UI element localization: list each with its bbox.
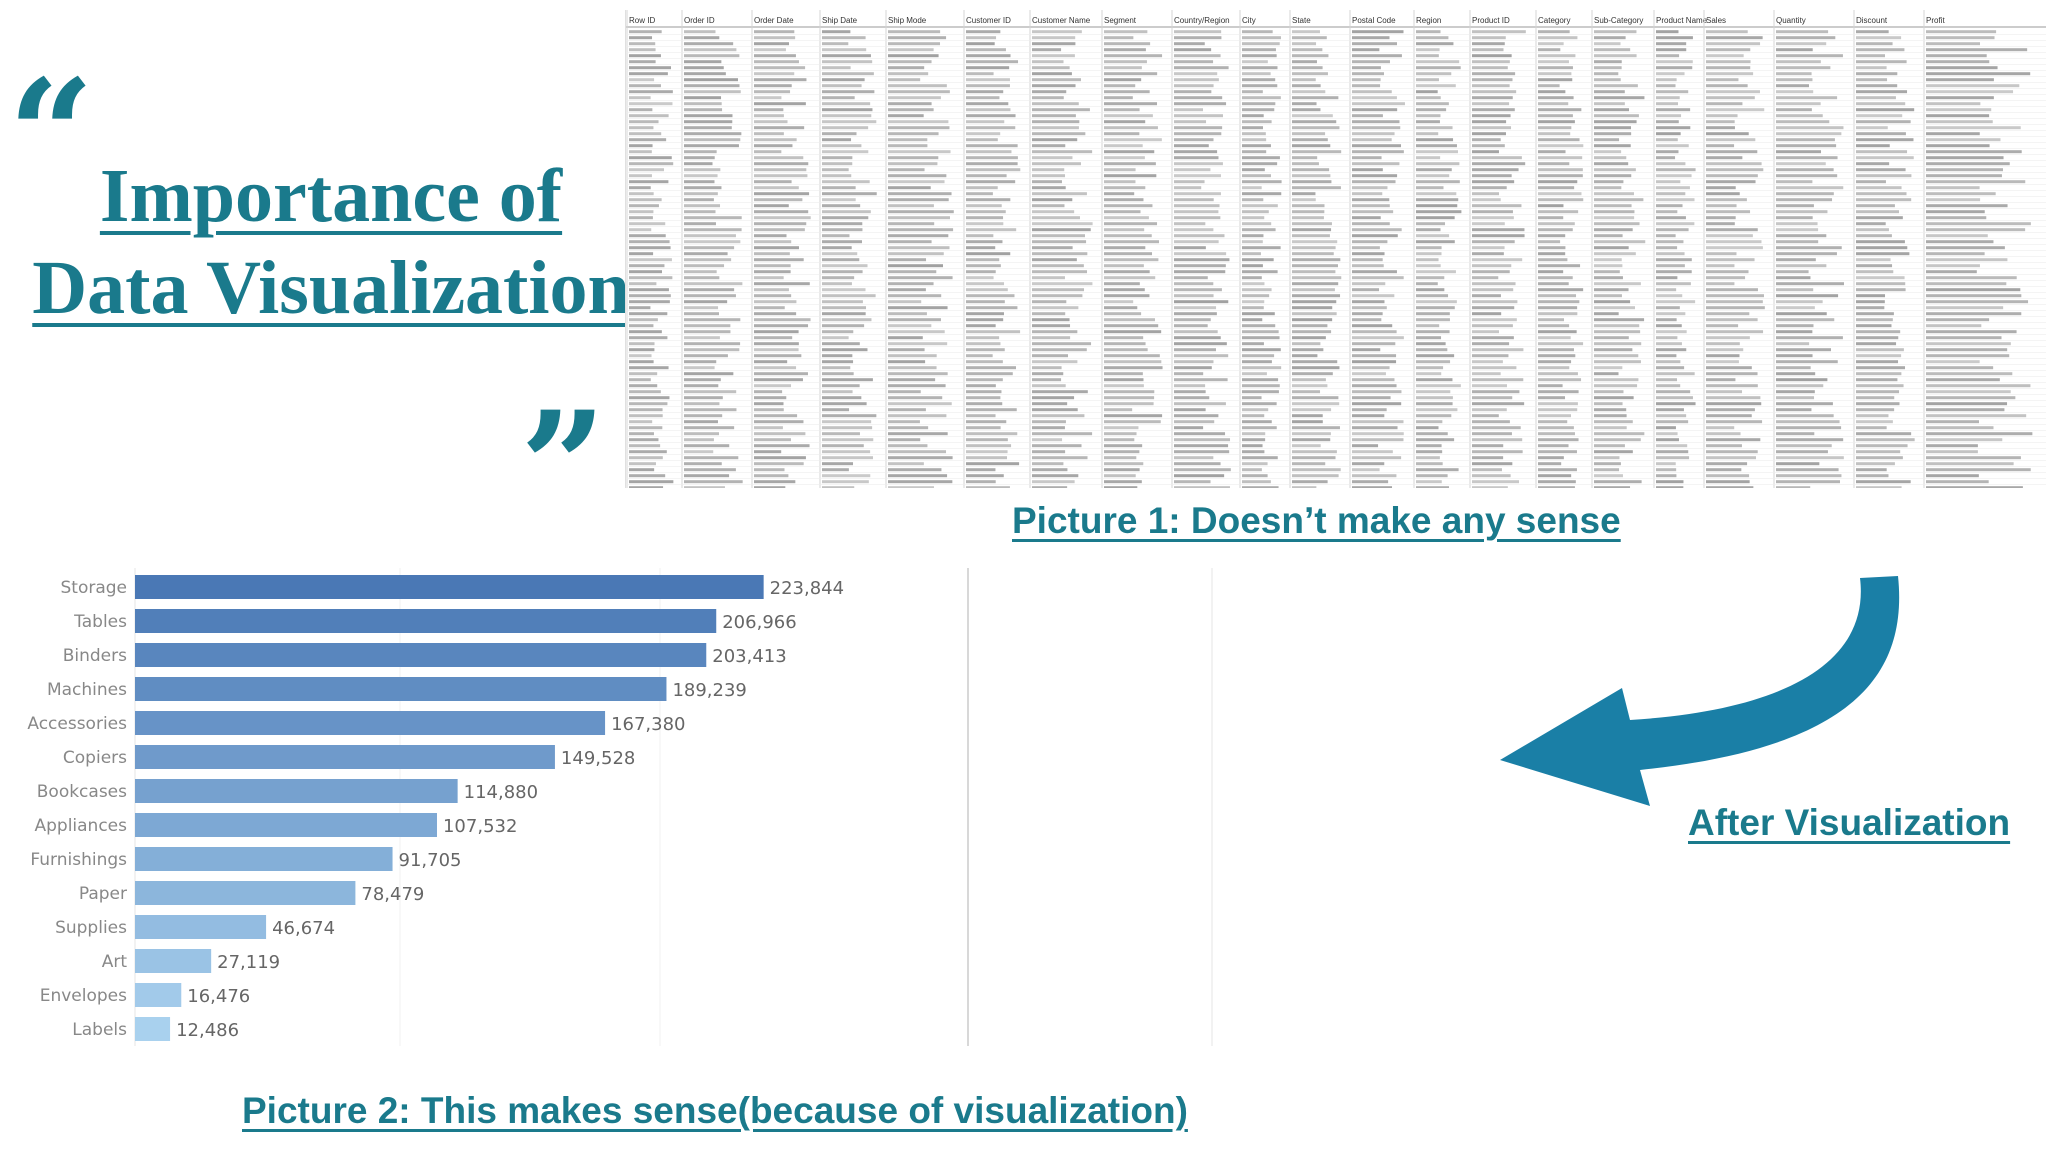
data-label: 203,413 xyxy=(712,646,786,667)
spreadsheet-header-cell: Profit xyxy=(1926,16,1945,25)
category-label: Bookcases xyxy=(37,782,127,802)
bar-accessories xyxy=(135,711,606,735)
spreadsheet-header-cell: Customer Name xyxy=(1032,16,1091,25)
spreadsheet-header-cell: Product ID xyxy=(1472,16,1510,25)
picture-1-caption: Picture 1: Doesn’t make any sense xyxy=(1012,500,1621,541)
spreadsheet-header-cell: Product Name xyxy=(1656,16,1708,25)
bar-tables xyxy=(135,609,717,633)
curved-arrow-icon xyxy=(1500,576,1900,806)
data-label: 114,880 xyxy=(464,782,538,803)
slide-title: Importance of Data Visualization xyxy=(26,150,636,334)
category-label: Tables xyxy=(73,612,127,632)
category-label: Accessories xyxy=(27,714,127,734)
spreadsheet-header-cell: Customer ID xyxy=(966,16,1011,25)
spreadsheet-header-cell: Ship Date xyxy=(822,16,858,25)
spreadsheet-header-cell: Country/Region xyxy=(1174,16,1230,25)
bar-binders xyxy=(135,643,707,667)
bar-supplies xyxy=(135,915,267,939)
data-label: 27,119 xyxy=(217,952,280,973)
title-line-1: Importance of xyxy=(99,154,563,238)
category-label: Art xyxy=(102,952,128,972)
spreadsheet-header-cell: Category xyxy=(1538,16,1571,25)
category-label: Binders xyxy=(63,646,127,666)
category-label: Machines xyxy=(47,680,127,700)
category-label: Envelopes xyxy=(40,986,127,1006)
bar-art xyxy=(135,949,212,973)
data-label: 206,966 xyxy=(722,612,796,633)
category-label: Labels xyxy=(72,1020,127,1040)
bar-bookcases xyxy=(135,779,458,803)
category-label: Copiers xyxy=(63,748,127,768)
data-label: 107,532 xyxy=(443,816,517,837)
bar-paper xyxy=(135,881,356,905)
bar-labels xyxy=(135,1017,171,1041)
bar-furnishings xyxy=(135,847,393,871)
spreadsheet-header-cell: Sub-Category xyxy=(1594,16,1644,25)
open-quote-mark: “ xyxy=(8,47,95,223)
bar-copiers xyxy=(135,745,555,769)
data-label: 16,476 xyxy=(187,986,250,1007)
raw-spreadsheet-image: Row ID Order ID Order Date Ship Date Ship Mo… xyxy=(625,10,2046,488)
category-label: Storage xyxy=(60,578,127,598)
data-label: 46,674 xyxy=(272,918,335,939)
spreadsheet-header-cell: Ship Mode xyxy=(888,16,927,25)
data-label: 12,486 xyxy=(176,1020,239,1041)
data-label: 78,479 xyxy=(361,884,424,905)
spreadsheet-header-cell: Quantity xyxy=(1776,16,1806,25)
close-quote-mark: ” xyxy=(520,379,607,555)
spreadsheet-rows xyxy=(626,10,2046,488)
title-line-2: Data Visualization xyxy=(32,246,630,330)
spreadsheet-header-cell: Order Date xyxy=(754,16,794,25)
category-label: Supplies xyxy=(55,918,127,938)
spreadsheet-header-cell: Order ID xyxy=(684,16,715,25)
bar-machines xyxy=(135,677,667,701)
bar-appliances xyxy=(135,813,437,837)
category-label: Furnishings xyxy=(30,850,127,870)
picture-2-caption: Picture 2: This makes sense(because of v… xyxy=(242,1090,1188,1131)
spreadsheet-header-cell: State xyxy=(1292,16,1311,25)
spreadsheet-header-cell: Postal Code xyxy=(1352,16,1396,25)
spreadsheet-header-cell: Discount xyxy=(1856,16,1888,25)
after-visualization-caption: After Visualization xyxy=(1688,802,2011,843)
spreadsheet-header-cell: City xyxy=(1242,16,1256,25)
data-label: 149,528 xyxy=(561,748,635,769)
category-label: Paper xyxy=(79,884,127,904)
bar-chart: Storage 223,844 Tables 206,966 Binders 203,41… xyxy=(0,568,1216,1048)
category-label: Appliances xyxy=(34,816,127,836)
spreadsheet-header-cell: Segment xyxy=(1104,16,1137,25)
spreadsheet-header-cell: Region xyxy=(1416,16,1442,25)
bar-envelopes xyxy=(135,983,182,1007)
data-label: 91,705 xyxy=(399,850,462,871)
spreadsheet-header-cell: Sales xyxy=(1706,16,1727,25)
data-label: 189,239 xyxy=(672,680,746,701)
data-label: 167,380 xyxy=(611,714,685,735)
bar-storage xyxy=(135,575,764,599)
data-label: 223,844 xyxy=(770,578,844,599)
bar-chart-svg: Storage 223,844 Tables 206,966 Binders 203,41… xyxy=(27,568,1213,1046)
spreadsheet-header-cell: Row ID xyxy=(629,16,656,25)
